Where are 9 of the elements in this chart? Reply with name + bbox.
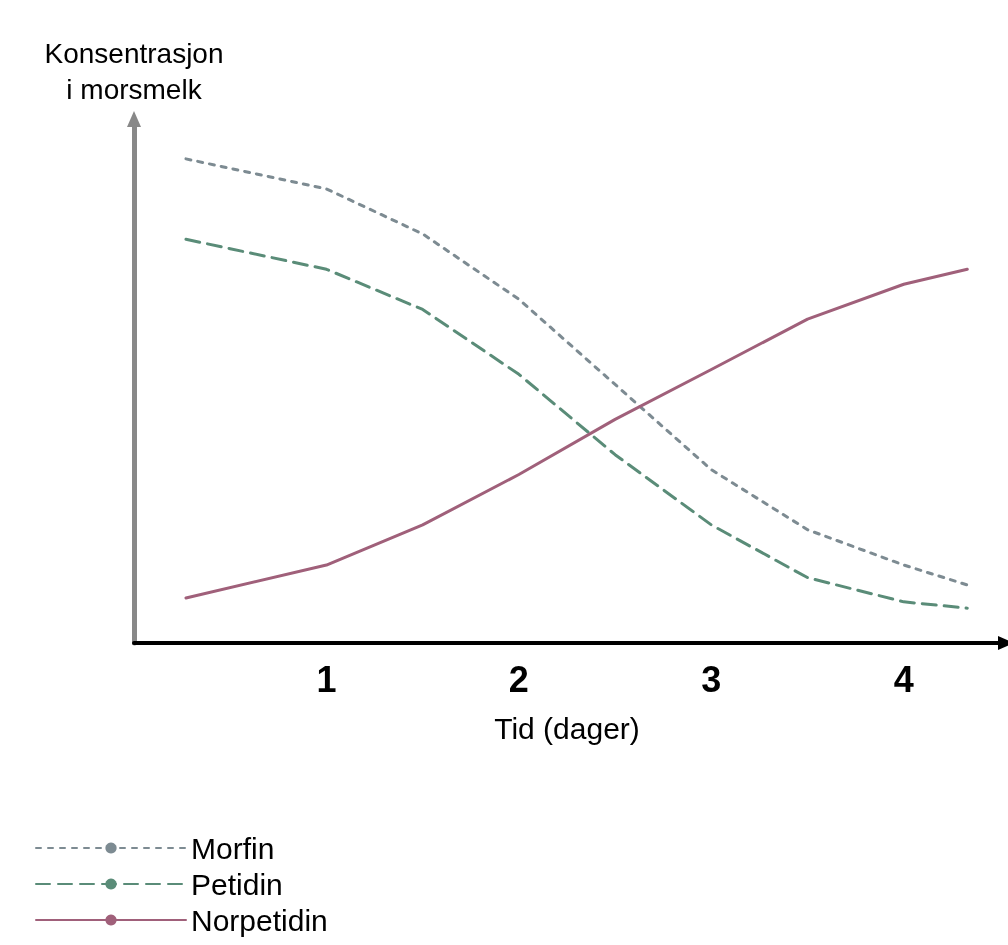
- y-axis-title: Konsentrasjon i morsmelk: [44, 37, 224, 105]
- legend-label: Norpetidin: [191, 903, 328, 937]
- x-tick-label: 4: [893, 658, 914, 700]
- x-tick-label: 3: [701, 658, 722, 700]
- x-tick-label: 2: [508, 658, 529, 700]
- legend-label: Morfin: [191, 831, 275, 865]
- x-tick-label: 1: [316, 658, 337, 700]
- legend-label: Petidin: [191, 867, 283, 901]
- x-axis-title: Tid (dager): [494, 711, 640, 745]
